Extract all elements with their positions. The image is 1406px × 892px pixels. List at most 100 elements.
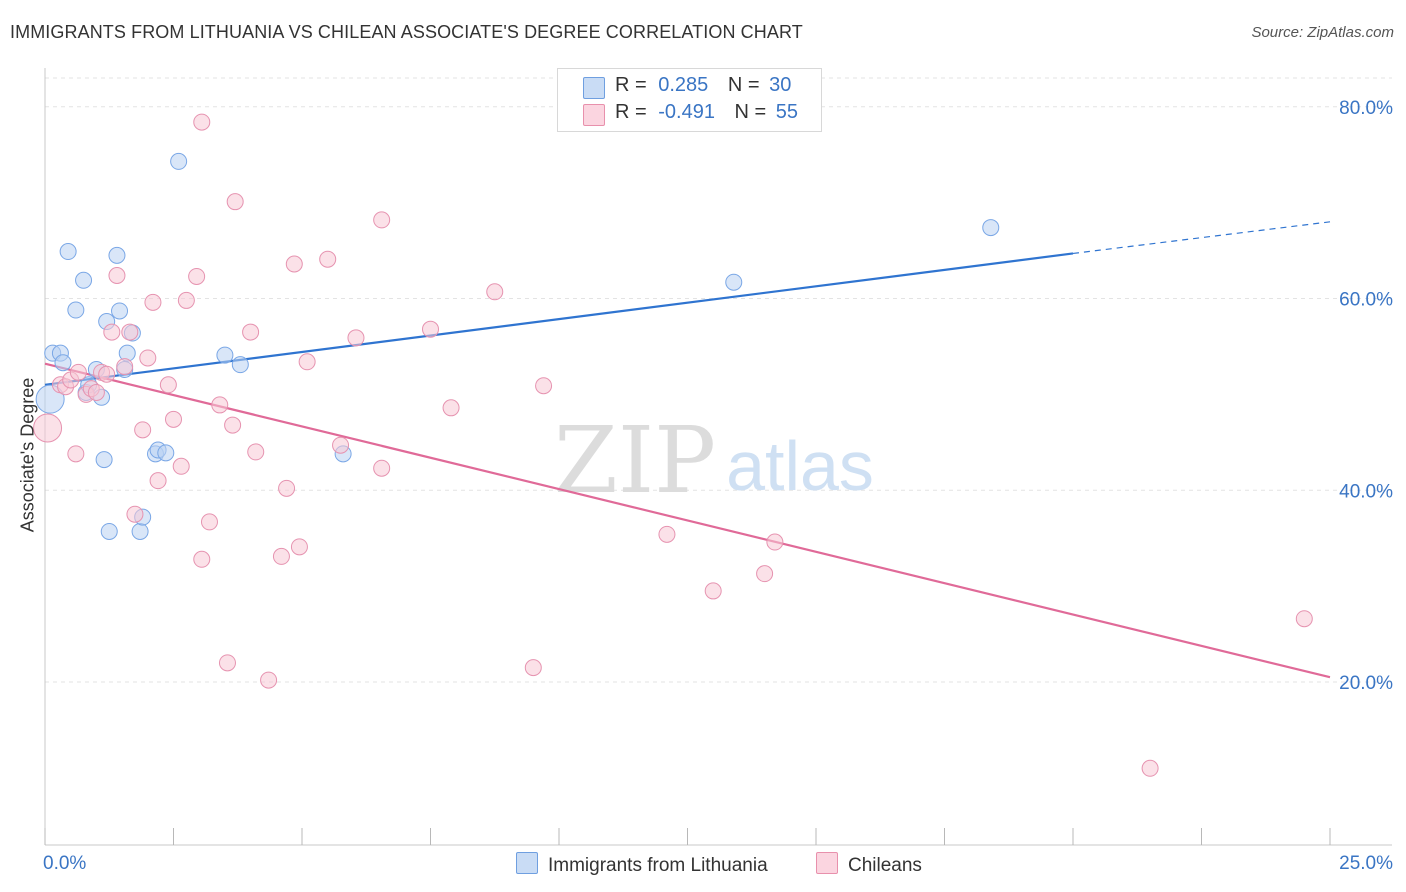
legend-r-value: 0.285 [658, 74, 709, 96]
data-point [211, 396, 229, 414]
y-tick-label: 40.0% [1339, 481, 1393, 502]
x-tick-label: 25.0% [1339, 853, 1393, 874]
legend-r-value: -0.491 [658, 101, 715, 123]
data-point [131, 522, 149, 540]
data-point [373, 211, 391, 229]
data-point [149, 472, 167, 490]
stats-legend: R = 0.285 N = 30 R = -0.491 N = 55 [557, 68, 822, 132]
data-point [766, 533, 784, 551]
data-point [442, 399, 460, 417]
legend-n-value: 30 [769, 74, 792, 96]
data-point [1141, 759, 1159, 777]
data-point [126, 505, 144, 523]
data-point [144, 293, 162, 311]
data-point [121, 323, 139, 341]
data-point [278, 479, 296, 497]
data-point [134, 421, 152, 439]
data-point [69, 363, 87, 381]
x-tick-labels: 0.0% 25.0% [43, 853, 1393, 874]
data-point [982, 219, 1000, 237]
data-point [704, 582, 722, 600]
data-point [159, 376, 177, 394]
data-point [116, 358, 134, 376]
chart-title: IMMIGRANTS FROM LITHUANIA VS CHILEAN ASS… [10, 22, 803, 42]
legend-n-label: N = [734, 101, 767, 123]
data-point [103, 323, 121, 341]
data-point [290, 538, 308, 556]
legend-r-label: R = [615, 74, 647, 96]
data-point [231, 356, 249, 374]
watermark-atlas: atlas [726, 427, 874, 505]
data-point [260, 671, 278, 689]
watermark: ZIP atlas [554, 407, 874, 514]
data-point [172, 457, 190, 475]
legend-swatch-lithuania [583, 77, 605, 99]
data-point [247, 443, 265, 461]
data-point [224, 416, 242, 434]
data-point [188, 267, 206, 285]
y-tick-label: 60.0% [1339, 290, 1393, 311]
data-point [285, 255, 303, 273]
trend-line [44, 362, 1331, 679]
chart-source: Source: ZipAtlas.com [1251, 24, 1394, 41]
data-point [242, 323, 260, 341]
y-tick-labels: 20.0% 40.0% 60.0% 80.0% [1339, 98, 1393, 694]
trend-line [44, 252, 1074, 386]
data-point [319, 250, 337, 268]
data-point [658, 525, 676, 543]
data-point [165, 410, 182, 428]
bottom-legend-swatch [516, 852, 538, 874]
bottom-legend-chileans: Chileans [816, 852, 922, 877]
data-point [177, 291, 195, 309]
bottom-legend-lithuania: Immigrants from Lithuania [516, 852, 768, 877]
scatter-points [33, 113, 1313, 777]
data-point [218, 654, 236, 672]
x-tick-label: 0.0% [43, 853, 86, 874]
data-point [272, 547, 290, 565]
data-point [108, 267, 126, 285]
data-point [59, 243, 77, 261]
data-point [67, 445, 85, 463]
chart-axes [44, 68, 1392, 846]
data-point [373, 459, 391, 477]
watermark-zip: ZIP [554, 407, 716, 514]
bottom-legend-swatch [816, 852, 838, 874]
data-point [486, 283, 504, 301]
legend-r-label: R = [615, 101, 647, 123]
data-point [111, 302, 129, 320]
data-point [193, 550, 211, 568]
data-point [75, 271, 93, 289]
data-point [98, 365, 116, 383]
data-point [170, 152, 188, 170]
data-point [298, 353, 316, 371]
trend-lines [44, 221, 1331, 679]
data-point [347, 329, 365, 347]
trend-line-extension [1072, 221, 1331, 255]
data-point [87, 383, 105, 401]
data-point [157, 444, 175, 462]
y-tick-label: 20.0% [1339, 673, 1393, 694]
data-point [422, 320, 439, 338]
data-point [33, 413, 63, 443]
legend-n-value: 55 [775, 101, 799, 123]
data-point [535, 377, 553, 395]
data-point [725, 273, 743, 291]
data-point [332, 436, 350, 454]
data-point [193, 113, 211, 131]
data-point [226, 193, 244, 211]
y-axis-label: Associate's Degree [17, 377, 38, 533]
bottom-legend-label: Chileans [848, 855, 922, 876]
data-point [100, 522, 118, 540]
bottom-legend-label: Immigrants from Lithuania [548, 855, 768, 876]
data-point [524, 659, 542, 677]
data-point [1295, 610, 1313, 628]
data-point [216, 346, 234, 364]
data-point [95, 451, 113, 469]
data-point [139, 349, 157, 367]
data-point [108, 246, 126, 264]
y-tick-label: 80.0% [1339, 98, 1393, 119]
data-point [67, 301, 85, 319]
legend-n-label: N = [727, 74, 760, 96]
data-point [54, 354, 72, 372]
